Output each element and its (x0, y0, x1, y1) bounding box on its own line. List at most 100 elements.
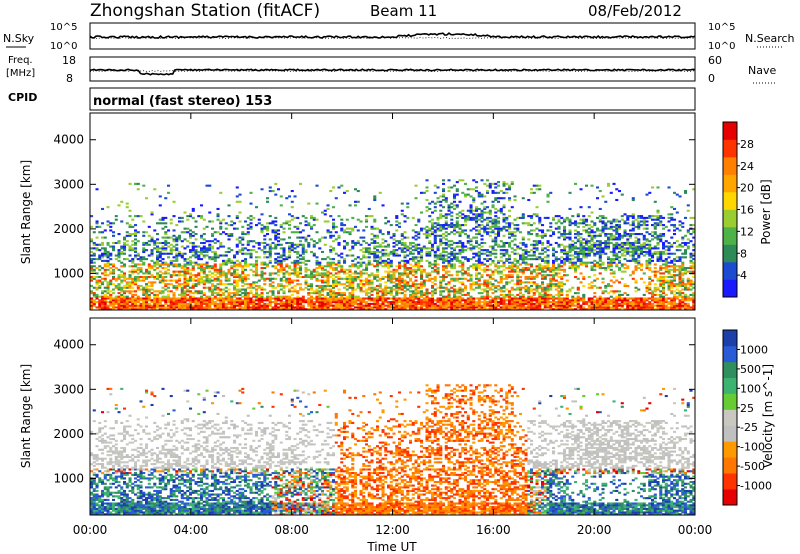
heatmap-cell (439, 243, 443, 246)
heatmap-cell (145, 304, 149, 307)
heatmap-cell (359, 258, 363, 261)
heatmap-cell (136, 182, 140, 185)
heatmap-cell (150, 265, 154, 268)
heatmap-cell (552, 301, 556, 304)
heatmap-cell (131, 247, 135, 250)
heatmap-cell (585, 265, 589, 268)
heatmap-cell (145, 272, 149, 275)
heatmap-cell (571, 308, 575, 311)
heatmap-cell (579, 245, 583, 248)
heatmap-cell (585, 184, 589, 187)
heatmap-cell (560, 216, 564, 219)
heatmap-cell (395, 284, 399, 288)
heatmap-cell (502, 197, 506, 200)
heatmap-cell (197, 254, 201, 257)
heatmap-cell (208, 256, 212, 259)
heatmap-cell (513, 238, 517, 241)
heatmap-cell (376, 288, 380, 291)
heatmap-cell (299, 254, 303, 257)
heatmap-cell (436, 216, 440, 219)
heatmap-cell (233, 256, 237, 259)
heatmap-cell (337, 263, 341, 266)
heatmap-cell (288, 227, 292, 230)
heatmap-cell (552, 216, 556, 219)
heatmap-cell (172, 295, 176, 298)
heatmap-cell (128, 254, 132, 257)
heatmap-cell (205, 297, 209, 300)
heatmap-cell (483, 306, 487, 309)
heatmap-cell (356, 299, 360, 302)
heatmap-cell (235, 252, 239, 255)
heatmap-cell (513, 252, 517, 255)
heatmap-cell (224, 274, 228, 277)
heatmap-cell (516, 275, 520, 279)
heatmap-cell (477, 306, 481, 309)
heatmap-cell (362, 247, 366, 250)
heatmap-cell (546, 216, 550, 219)
heatmap-cell (90, 301, 94, 304)
heatmap-cell (290, 286, 294, 289)
heatmap-cell (530, 215, 534, 218)
heatmap-cell (420, 283, 424, 286)
heatmap-cell (348, 279, 352, 282)
heatmap-cell (244, 259, 248, 262)
heatmap-cell (422, 283, 426, 286)
heatmap-cell (263, 306, 267, 309)
heatmap-cell (373, 241, 377, 245)
heatmap-cell (161, 299, 165, 302)
heatmap-cell (139, 275, 143, 279)
heatmap-cell (235, 279, 239, 282)
heatmap-cell (213, 302, 217, 305)
heatmap-cell (290, 272, 294, 275)
heatmap-cell (128, 265, 132, 268)
heatmap-cell (216, 306, 220, 309)
heatmap-cell (222, 292, 226, 295)
heatmap-cell (455, 274, 459, 277)
heatmap-cell (425, 250, 429, 253)
heatmap-cell (208, 220, 212, 223)
heatmap-cell (90, 284, 94, 288)
heatmap-cell (318, 272, 322, 275)
heatmap-cell (153, 281, 157, 284)
heatmap-cell (128, 301, 132, 304)
heatmap-cell (480, 202, 484, 205)
heatmap-cell (222, 270, 226, 273)
heatmap-cell (235, 215, 239, 218)
heatmap-cell (417, 308, 421, 311)
heatmap-cell (244, 263, 248, 266)
heatmap-cell (208, 245, 212, 248)
heatmap-cell (392, 306, 396, 309)
heatmap-cell (477, 232, 481, 236)
heatmap-cell (576, 252, 580, 255)
heatmap-cell (183, 284, 187, 288)
heatmap-cell (417, 292, 421, 295)
heatmap-cell (384, 288, 388, 291)
heatmap-cell (348, 306, 352, 309)
heatmap-cell (307, 308, 311, 311)
heatmap-cell (299, 304, 303, 307)
heatmap-cell (227, 259, 231, 262)
heatmap-cell (202, 254, 206, 257)
heatmap-cell (392, 249, 396, 252)
heatmap-cell (519, 297, 523, 300)
heatmap-cell (464, 308, 468, 311)
heatmap-cell (389, 279, 393, 282)
heatmap-cell (340, 277, 344, 280)
heatmap-cell (491, 200, 495, 203)
heatmap-cell (510, 288, 514, 291)
heatmap-cell (499, 272, 503, 275)
heatmap-cell (486, 227, 490, 230)
heatmap-cell (288, 274, 292, 277)
heatmap-cell (323, 220, 327, 223)
heatmap-cell (574, 236, 578, 239)
heatmap-cell (447, 301, 451, 304)
heatmap-cell (444, 297, 448, 300)
heatmap-cell (560, 293, 564, 296)
heatmap-cell (131, 225, 135, 228)
heatmap-cell (296, 302, 300, 305)
heatmap-cell (469, 288, 473, 291)
freq-tick-bottom: 8 (66, 72, 73, 85)
heatmap-cell (359, 290, 363, 293)
heatmap-cell (153, 263, 157, 266)
heatmap-cell (175, 288, 179, 291)
